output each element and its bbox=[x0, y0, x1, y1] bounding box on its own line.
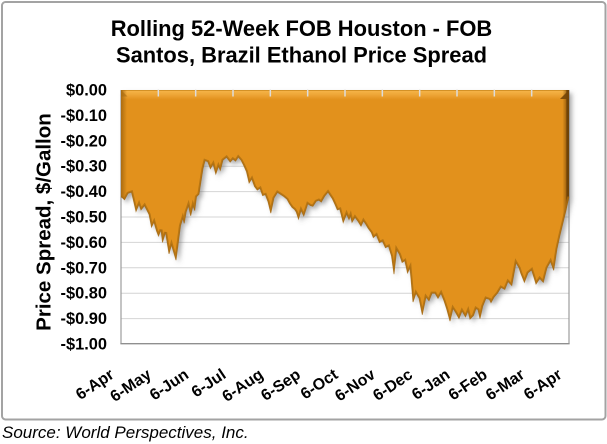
svg-text:Source: World Perspectives, In: Source: World Perspectives, Inc. bbox=[2, 423, 249, 442]
svg-text:-$0.20: -$0.20 bbox=[61, 132, 107, 150]
svg-text:Santos, Brazil Ethanol Price S: Santos, Brazil Ethanol Price Spread bbox=[116, 42, 487, 67]
svg-text:$0.00: $0.00 bbox=[66, 82, 107, 100]
svg-text:-$0.70: -$0.70 bbox=[61, 259, 107, 277]
svg-text:Price Spread, $/Gallon: Price Spread, $/Gallon bbox=[33, 113, 56, 331]
svg-text:-$0.60: -$0.60 bbox=[61, 234, 107, 252]
svg-text:-$0.40: -$0.40 bbox=[61, 183, 107, 201]
svg-text:-$0.90: -$0.90 bbox=[61, 310, 107, 328]
svg-text:-$0.80: -$0.80 bbox=[61, 285, 107, 303]
svg-text:-$0.30: -$0.30 bbox=[61, 158, 107, 176]
svg-text:-$0.50: -$0.50 bbox=[61, 209, 107, 227]
svg-text:-$0.10: -$0.10 bbox=[61, 107, 107, 125]
svg-text:Rolling 52-Week FOB Houston -: Rolling 52-Week FOB Houston - FOB bbox=[111, 16, 492, 41]
svg-text:-$1.00: -$1.00 bbox=[61, 336, 107, 354]
